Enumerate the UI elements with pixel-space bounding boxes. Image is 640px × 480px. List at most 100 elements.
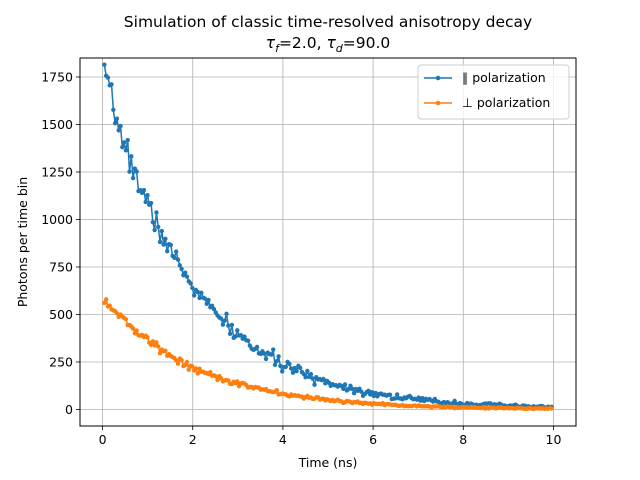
y-tick-label: 250 bbox=[49, 354, 73, 369]
data-point bbox=[165, 248, 170, 254]
tau-subscript-f: f bbox=[275, 42, 281, 55]
legend-marker-perpendicular bbox=[435, 100, 441, 106]
data-point bbox=[150, 339, 156, 344]
data-point bbox=[245, 338, 251, 343]
series-layer bbox=[102, 62, 554, 412]
x-tick-label: 2 bbox=[189, 432, 197, 447]
y-tick-label: 750 bbox=[49, 259, 73, 274]
data-point bbox=[254, 344, 260, 350]
data-point bbox=[276, 354, 281, 359]
data-point bbox=[156, 344, 161, 349]
tau-d-value: =90.0 bbox=[343, 34, 391, 52]
data-point bbox=[294, 369, 299, 374]
data-point bbox=[186, 367, 191, 372]
legend-label-perpendicular: ⊥ polarization bbox=[462, 95, 550, 110]
data-point bbox=[227, 331, 233, 336]
data-point bbox=[235, 379, 240, 384]
data-point bbox=[290, 370, 296, 375]
data-point bbox=[188, 281, 193, 286]
data-point bbox=[134, 328, 139, 333]
data-point bbox=[274, 358, 279, 364]
data-point bbox=[242, 334, 247, 339]
data-point bbox=[305, 368, 310, 374]
data-point bbox=[274, 388, 279, 393]
data-point bbox=[105, 75, 111, 80]
data-point bbox=[226, 323, 231, 328]
x-axis-label: Time (ns) bbox=[298, 455, 358, 470]
data-point bbox=[112, 120, 118, 126]
chart-title: Simulation of classic time-resolved anis… bbox=[124, 13, 532, 31]
data-point bbox=[184, 359, 190, 365]
data-point bbox=[190, 285, 195, 291]
data-point bbox=[222, 318, 227, 323]
data-point bbox=[172, 255, 177, 260]
chart-subtitle: τf=2.0, τd=90.0 bbox=[266, 34, 391, 55]
data-point bbox=[143, 199, 148, 205]
data-point bbox=[175, 257, 181, 262]
data-point bbox=[366, 388, 371, 394]
data-point bbox=[220, 322, 226, 327]
y-tick-label: 1250 bbox=[41, 164, 73, 179]
data-point bbox=[199, 290, 204, 295]
data-point bbox=[271, 347, 276, 352]
data-point bbox=[211, 306, 217, 312]
data-point bbox=[174, 358, 179, 363]
x-tick-label: 8 bbox=[459, 432, 467, 447]
data-point bbox=[195, 289, 200, 295]
data-point bbox=[359, 389, 364, 394]
data-point bbox=[218, 316, 224, 321]
data-point bbox=[341, 386, 346, 391]
data-point bbox=[193, 366, 199, 371]
data-point bbox=[102, 62, 107, 67]
data-point bbox=[177, 263, 182, 268]
data-point bbox=[145, 335, 150, 340]
data-point bbox=[156, 224, 161, 230]
data-point bbox=[123, 148, 129, 153]
data-point bbox=[159, 228, 165, 234]
data-point bbox=[226, 378, 231, 383]
x-tick-label: 0 bbox=[99, 432, 107, 447]
data-point bbox=[308, 371, 314, 377]
data-point bbox=[179, 357, 184, 363]
data-point bbox=[303, 375, 308, 380]
data-point bbox=[262, 351, 267, 356]
data-point bbox=[114, 116, 120, 121]
data-point bbox=[157, 239, 163, 245]
data-point bbox=[197, 295, 202, 301]
x-tick-label: 4 bbox=[279, 432, 287, 447]
data-point bbox=[163, 236, 168, 241]
plot-frame bbox=[79, 57, 577, 427]
ticks: 0 2 4 6 8 10 0 250 500 750 1000 1250 1500 1750 bbox=[41, 69, 561, 447]
data-point bbox=[310, 376, 315, 381]
data-point bbox=[204, 301, 209, 307]
x-tick-label: 10 bbox=[546, 432, 562, 447]
data-point bbox=[157, 351, 163, 356]
y-tick-label: 1000 bbox=[41, 212, 73, 227]
data-point bbox=[163, 348, 168, 353]
data-point bbox=[229, 322, 235, 328]
data-point bbox=[127, 169, 132, 174]
data-point bbox=[549, 406, 554, 411]
tau-subscript-d: d bbox=[336, 42, 344, 55]
data-point bbox=[393, 396, 398, 401]
y-tick-label: 1500 bbox=[41, 117, 73, 132]
data-point bbox=[179, 266, 184, 272]
x-tick-label: 6 bbox=[369, 432, 377, 447]
data-point bbox=[102, 300, 107, 306]
y-tick-label: 1750 bbox=[41, 69, 73, 84]
data-point bbox=[148, 200, 154, 206]
data-point bbox=[191, 293, 197, 298]
data-point bbox=[215, 377, 220, 383]
data-point bbox=[387, 392, 393, 397]
data-point bbox=[213, 374, 218, 379]
data-point bbox=[152, 227, 157, 233]
y-tick-label: 500 bbox=[49, 307, 73, 322]
data-point bbox=[125, 137, 130, 143]
tau-symbol-f: τ bbox=[266, 34, 276, 52]
data-point bbox=[195, 371, 200, 376]
data-point bbox=[301, 371, 306, 377]
data-point bbox=[278, 363, 283, 369]
data-point bbox=[224, 311, 229, 317]
data-point bbox=[209, 303, 215, 309]
